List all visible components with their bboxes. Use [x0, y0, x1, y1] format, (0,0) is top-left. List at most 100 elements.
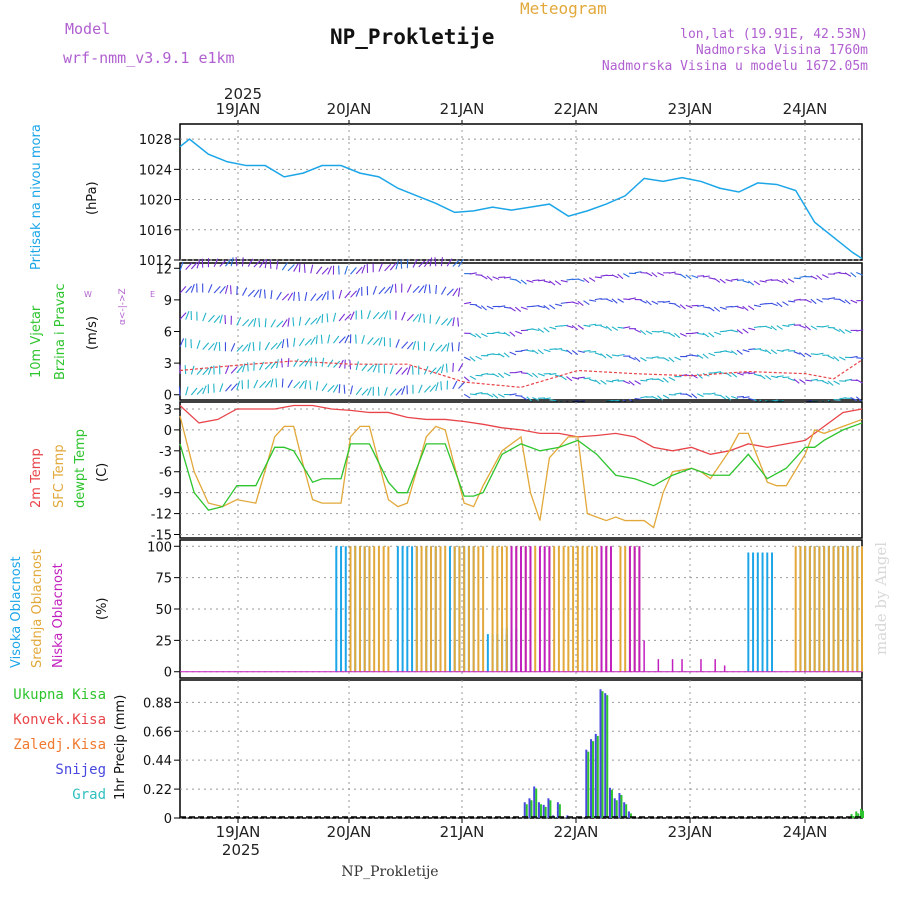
wind-barb — [623, 326, 631, 329]
wind-barb — [503, 276, 511, 279]
precip-bar-total — [525, 804, 528, 818]
wind-barb-band — [179, 357, 863, 386]
top-day-label: 24JAN — [783, 100, 828, 118]
wind-barb — [434, 257, 437, 267]
wind-barb — [367, 364, 375, 372]
t2m-line — [179, 404, 863, 455]
wind-barb — [276, 359, 279, 369]
wind-barb — [850, 396, 858, 402]
precip-bar-snijeg — [613, 798, 616, 818]
precip-bar-snijeg — [542, 804, 545, 818]
wind-barb — [606, 298, 613, 303]
wind-barb — [833, 327, 841, 332]
wind-barb — [804, 298, 812, 303]
wind-barb — [719, 394, 727, 400]
wind-barb — [628, 380, 635, 386]
wind-barb — [634, 397, 642, 400]
top-day-label: 19JAN — [216, 100, 261, 118]
wind-barb — [236, 381, 241, 390]
wind-barb — [247, 289, 255, 297]
wind-barb — [696, 373, 703, 379]
wind-barb — [532, 397, 540, 401]
wind-barb — [515, 278, 522, 284]
wind-barb — [435, 344, 443, 352]
wind-barb — [555, 348, 563, 351]
wind-barb — [304, 380, 307, 390]
wind-barb — [338, 336, 346, 344]
wind-barb — [537, 305, 545, 309]
wind-barb — [224, 365, 230, 375]
wind-barb — [463, 356, 471, 361]
wind-barb — [389, 284, 394, 294]
wind-barb — [412, 340, 417, 350]
panel-frame-precip — [179, 679, 863, 819]
wind-barb — [458, 258, 464, 268]
wind-barb — [452, 259, 460, 267]
wind-barb — [441, 318, 449, 326]
wind-barb — [856, 271, 864, 276]
wind-barb — [753, 304, 761, 308]
wind-barb — [696, 354, 704, 359]
wind-barb — [435, 366, 442, 375]
wind-barb — [435, 382, 439, 392]
wind-barb — [315, 315, 322, 325]
wind-barb — [286, 338, 289, 348]
wind-barb — [736, 279, 744, 281]
wind-barb — [537, 279, 546, 282]
wind-barb — [469, 393, 477, 396]
wind-barb — [606, 380, 614, 383]
wind-barb — [662, 377, 669, 383]
precip-bar-snijeg — [547, 798, 550, 818]
wind-barb — [549, 348, 557, 350]
wind-barb — [219, 314, 223, 324]
wind-barb — [389, 262, 397, 271]
wind-barb — [577, 376, 585, 379]
ytick-label: 6 — [164, 326, 172, 341]
wind-barb — [543, 327, 550, 333]
wind-barb — [412, 285, 420, 293]
wind-barb — [782, 348, 790, 352]
wind-barb — [736, 306, 744, 310]
wind-barb — [446, 342, 450, 352]
wind-barb — [827, 297, 835, 300]
station-title: NP_Prokletije — [330, 25, 494, 49]
wind-barb — [611, 298, 618, 304]
wind-barb — [333, 335, 340, 344]
wind-barb — [719, 278, 726, 284]
wind-barb — [583, 324, 591, 328]
wind-barb — [486, 393, 494, 398]
wind-barb — [298, 263, 301, 273]
wind-barb — [475, 304, 482, 309]
wind-barb — [310, 293, 317, 302]
wind-barb — [753, 348, 762, 350]
wind-barb — [691, 331, 699, 335]
wind-barb — [742, 328, 749, 334]
wind-barb — [617, 273, 624, 280]
wind-barb — [543, 348, 551, 353]
wind-barb — [230, 366, 238, 374]
compass-e: E — [150, 290, 155, 299]
precip-bar-total — [625, 804, 628, 818]
wind-barb — [446, 317, 453, 326]
precip-bar-total — [535, 788, 538, 818]
wind-barb — [697, 275, 705, 277]
wind-barb — [185, 285, 193, 294]
wind-barb — [253, 317, 257, 327]
wind-barb — [281, 293, 290, 301]
cloud-unit: (%) — [95, 598, 110, 621]
wind-barb — [719, 306, 727, 310]
wind-barb — [298, 338, 305, 347]
wind-barb — [810, 298, 817, 305]
model-label: Model — [65, 20, 110, 38]
wind-barb — [674, 303, 681, 309]
panel-precip: 0 0.22 0.44 0.66 0.88 — [143, 679, 864, 827]
wind-barb — [412, 314, 420, 322]
ytick-label: 0.88 — [143, 696, 172, 711]
wind-barb — [258, 318, 261, 328]
precip-bar-snijeg — [623, 802, 626, 818]
ytick-label: 1020 — [139, 194, 172, 209]
wind-barb — [333, 360, 341, 368]
wind-barb — [787, 377, 795, 382]
wind-barb — [776, 325, 783, 330]
wind-barb — [344, 265, 349, 275]
